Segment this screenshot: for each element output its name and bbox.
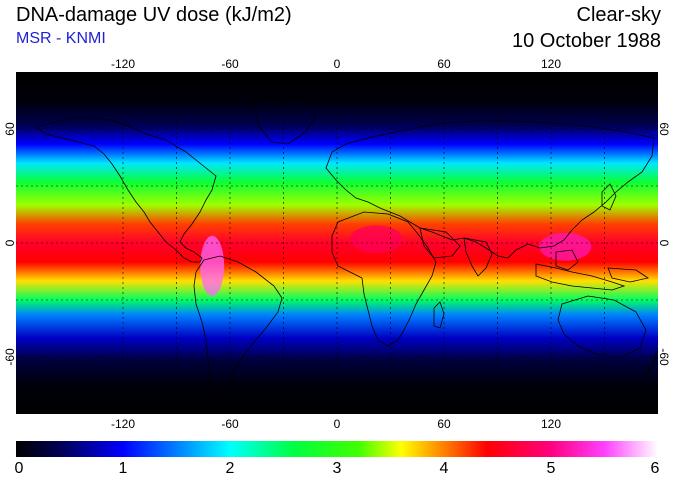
coast-north-america: [35, 116, 217, 263]
graticule: [16, 72, 658, 414]
lat-tick-left: -60: [3, 348, 17, 366]
coastlines: [16, 93, 658, 403]
colorbar: [16, 441, 658, 457]
hotspot-andes: [200, 235, 225, 296]
lon-tick-top: -60: [221, 57, 239, 71]
map-canvas: [16, 72, 658, 414]
coast-australia: [557, 295, 647, 359]
coast-borneo: [555, 249, 579, 271]
coast-arabia: [419, 227, 461, 259]
lat-tick-right: 0: [657, 239, 671, 247]
uv-hotspots: [200, 225, 592, 296]
lon-tick-bottom: 60: [437, 417, 451, 431]
lon-tick-top: -120: [111, 57, 136, 71]
colorbar-tick-label: 2: [225, 460, 235, 477]
coast-eurasia: [325, 119, 655, 259]
coast-new-guinea: [607, 267, 650, 283]
world-uv-map: -120 -120 -60 -60 0 0 60 60 120 120 60 60 0 0 -60 -60: [3, 58, 671, 430]
colorbar-tick-label: 0: [14, 460, 24, 477]
lon-tick-top: 120: [540, 57, 562, 71]
lat-tick-right: -60: [657, 348, 671, 366]
coast-madagascar: [433, 301, 445, 329]
lon-tick-bottom: -120: [111, 417, 136, 431]
colorbar-tick-label: 6: [650, 460, 660, 477]
map-title: DNA-damage UV dose (kJ/m2): [16, 4, 292, 26]
lat-tick-right: 60: [657, 122, 671, 136]
colorbar-tick-label: 1: [118, 460, 128, 477]
lat-tick-left: 60: [3, 122, 17, 136]
coast-south-america: [193, 255, 283, 403]
coast-indonesia: [535, 263, 626, 291]
coast-greenland: [251, 93, 317, 145]
coast-india: [463, 237, 493, 277]
lon-tick-top: 60: [437, 57, 451, 71]
date-label: 10 October 1988: [512, 30, 661, 52]
hotspot-maritime-continent: [539, 232, 592, 261]
source-label: MSR - KNMI: [16, 30, 106, 47]
hotspot-africa-equatorial: [350, 225, 403, 254]
coast-antarctica: [16, 385, 658, 395]
sky-condition-label: Clear-sky: [576, 4, 661, 26]
lon-tick-bottom: 0: [333, 417, 341, 431]
coast-new-zealand: [645, 349, 658, 373]
lat-tick-left: 0: [3, 239, 17, 247]
colorbar-tick-label: 3: [332, 460, 342, 477]
colorbar-tick-label: 5: [546, 460, 556, 477]
lon-tick-top: 0: [333, 57, 341, 71]
lon-tick-bottom: 120: [540, 417, 562, 431]
coast-japan: [601, 183, 617, 211]
coast-africa: [331, 211, 437, 347]
colorbar-tick-label: 4: [439, 460, 449, 477]
lon-tick-bottom: -60: [221, 417, 239, 431]
colorbar-ramp: [16, 441, 658, 457]
